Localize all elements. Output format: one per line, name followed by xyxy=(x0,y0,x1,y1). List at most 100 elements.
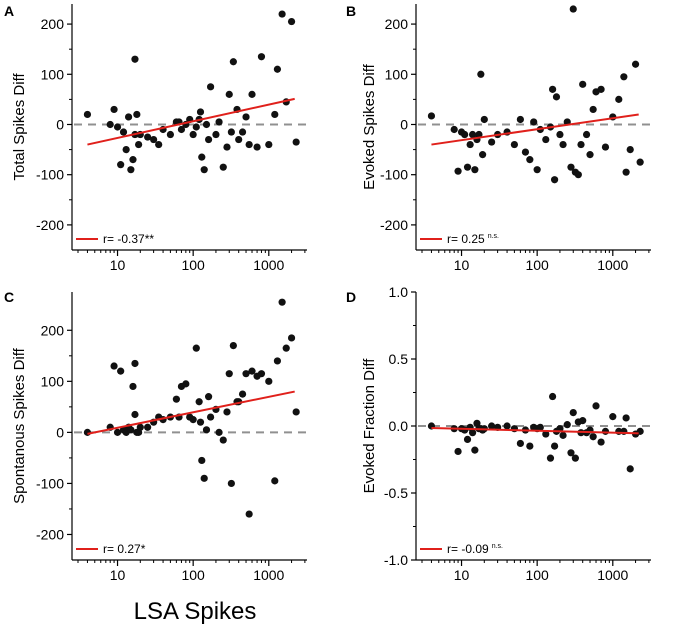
y-axis-label-a: Total Spikes Diff xyxy=(11,73,28,181)
data-point-b-8 xyxy=(471,166,479,174)
data-point-d-48 xyxy=(626,465,634,473)
data-point-a-4 xyxy=(117,161,125,169)
y-tick-label-a-3: 100 xyxy=(41,66,65,82)
data-point-a-6 xyxy=(122,145,130,154)
data-point-a-39 xyxy=(227,128,235,136)
y-tick-label-c-2: 0 xyxy=(56,424,64,440)
data-point-a-44 xyxy=(242,113,250,121)
data-point-c-15 xyxy=(144,423,152,431)
data-point-c-38 xyxy=(225,370,233,378)
y-axis-label-d: Evoked Fraction Diff xyxy=(361,358,378,494)
data-point-c-43 xyxy=(238,390,247,398)
data-point-d-14 xyxy=(488,422,496,430)
data-point-b-40 xyxy=(589,105,597,114)
data-point-d-2 xyxy=(454,447,462,456)
data-point-a-25 xyxy=(189,130,197,139)
data-point-d-44 xyxy=(609,413,617,421)
data-point-b-37 xyxy=(579,80,587,88)
data-point-b-1 xyxy=(450,125,458,134)
data-point-d-18 xyxy=(516,439,524,448)
data-point-b-21 xyxy=(530,118,538,126)
data-point-a-9 xyxy=(129,156,137,164)
data-point-d-5 xyxy=(463,435,472,443)
data-point-b-14 xyxy=(488,138,496,146)
data-point-a-31 xyxy=(202,120,211,129)
data-point-b-42 xyxy=(597,85,605,93)
data-point-a-32 xyxy=(205,135,213,144)
data-point-a-22 xyxy=(177,125,186,134)
y-tick-label-d-2: 0.0 xyxy=(389,418,409,434)
data-point-d-33 xyxy=(569,409,577,417)
data-point-b-7 xyxy=(468,130,477,139)
panel-c: C Spontanous Spikes Diff -200 -100 0 100 200 10… xyxy=(4,289,307,583)
data-point-c-8 xyxy=(127,426,135,434)
data-point-a-17 xyxy=(155,140,163,149)
data-point-d-27 xyxy=(550,442,559,450)
data-point-c-3 xyxy=(113,428,122,436)
data-point-b-39 xyxy=(586,151,594,159)
legend-text-a: r= -0.37** xyxy=(103,232,154,246)
y-tick-label-b-0: -200 xyxy=(380,217,408,233)
data-point-d-30 xyxy=(559,431,567,439)
data-point-c-48 xyxy=(257,370,266,378)
data-point-a-0 xyxy=(83,110,92,119)
data-point-c-29 xyxy=(198,456,206,465)
data-point-a-26 xyxy=(192,123,200,131)
data-point-a-12 xyxy=(133,110,141,119)
x-tick-label-d-0: 10 xyxy=(454,567,470,583)
data-point-b-20 xyxy=(526,156,534,164)
y-tick-label-d-3: 0.5 xyxy=(389,351,409,367)
y-tick-label-c-0: -200 xyxy=(36,526,64,542)
data-point-c-32 xyxy=(205,393,213,401)
y-tick-label-d-0: -1.0 xyxy=(384,552,408,568)
data-point-c-54 xyxy=(287,334,296,342)
legend-r-value-a: r= -0.37** xyxy=(103,232,154,246)
data-point-c-40 xyxy=(229,342,237,350)
data-point-d-37 xyxy=(579,417,587,425)
data-point-a-19 xyxy=(166,130,174,139)
y-tick-label-c-1: -100 xyxy=(36,475,64,491)
data-point-c-28 xyxy=(196,418,205,426)
data-point-c-20 xyxy=(172,395,180,403)
panel-letter-b: B xyxy=(346,3,356,19)
data-point-a-35 xyxy=(215,118,223,126)
legend-text-b: r= 0.25 n.s. xyxy=(447,232,499,246)
panel-letter-a: A xyxy=(4,3,14,19)
data-point-d-20 xyxy=(526,442,534,450)
data-point-c-52 xyxy=(278,298,286,306)
data-point-b-18 xyxy=(516,115,524,124)
data-point-d-23 xyxy=(536,423,544,431)
legend-text-c: r= 0.27* xyxy=(103,542,146,556)
data-point-d-42 xyxy=(597,438,605,446)
data-point-a-43 xyxy=(238,128,247,136)
data-point-d-34 xyxy=(571,454,579,462)
legend-r-value-b: r= 0.25 xyxy=(447,232,485,246)
x-tick-label-b-1: 100 xyxy=(525,257,549,273)
panel-a: A Total Spikes Diff -200 -100 0 100 200 10 100 10… xyxy=(4,3,307,273)
data-point-a-51 xyxy=(273,65,282,73)
data-point-c-55 xyxy=(292,408,300,416)
data-point-b-45 xyxy=(615,95,623,103)
data-point-a-55 xyxy=(292,138,300,146)
y-axis-label-c: Spontanous Spikes Diff xyxy=(11,347,28,503)
data-point-b-46 xyxy=(620,73,628,81)
data-point-b-4 xyxy=(461,130,469,139)
data-point-b-48 xyxy=(626,145,634,154)
data-point-c-31 xyxy=(202,426,211,434)
data-point-a-47 xyxy=(253,143,261,151)
data-point-c-35 xyxy=(215,428,223,436)
data-point-c-49 xyxy=(265,377,273,385)
data-point-d-47 xyxy=(622,414,630,422)
data-point-a-52 xyxy=(278,10,286,18)
data-point-b-12 xyxy=(479,151,487,159)
legend-text-d: r= -0.09 n.s. xyxy=(447,542,503,556)
data-point-a-38 xyxy=(225,90,233,98)
data-point-c-37 xyxy=(223,408,231,416)
y-tick-label-b-4: 200 xyxy=(385,16,409,32)
data-point-a-49 xyxy=(265,140,273,149)
y-tick-label-d-1: -0.5 xyxy=(384,485,408,501)
panel-letter-c: C xyxy=(4,289,14,305)
data-point-c-36 xyxy=(219,436,227,444)
data-point-b-0 xyxy=(427,112,436,120)
